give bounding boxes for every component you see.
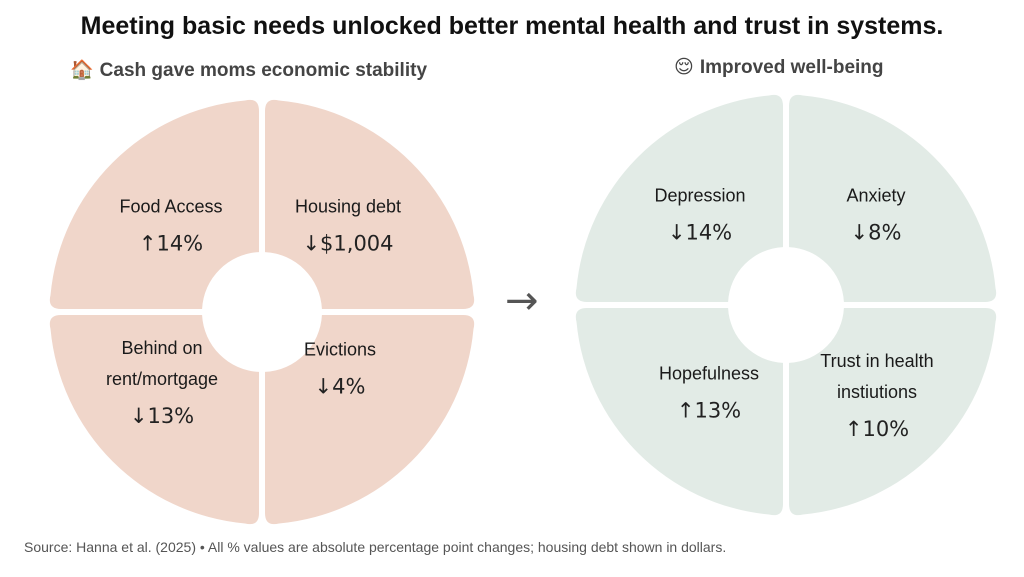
segment-label: Trust in health: [820, 351, 933, 371]
donut-segment: [49, 315, 259, 525]
left-panel-heading: 🏠 Cash gave moms economic stability: [70, 58, 427, 82]
segment-label: Evictions: [304, 340, 376, 360]
donut-segment: [575, 94, 783, 302]
segment-label: Food Access: [119, 197, 222, 217]
donut-segment: [49, 99, 259, 309]
source-note: Source: Hanna et al. (2025) • All % valu…: [24, 539, 727, 555]
left-heading-text: Cash gave moms economic stability: [99, 60, 428, 81]
segment-label: Anxiety: [846, 186, 905, 206]
segment-value: ↓13%: [130, 404, 194, 428]
segment-label: Hopefulness: [659, 364, 759, 384]
segment-value: ↓$1,004: [302, 232, 393, 256]
segment-label: instiutions: [837, 382, 917, 402]
house-icon: 🏠: [70, 59, 94, 81]
right-donut-diagram: Depression ↓14% Anxiety ↓8% Hopefulness ↑13% T…: [575, 94, 997, 516]
segment-label: Behind on: [121, 338, 202, 358]
donut-segment: [265, 315, 475, 525]
donut-segment: [789, 94, 997, 302]
right-heading-text: Improved well-being: [699, 57, 884, 78]
left-donut-diagram: Food Access ↑14% Housing debt ↓$1,004 Behind…: [49, 99, 475, 525]
segment-value: ↓8%: [851, 221, 902, 245]
donut-segment: [575, 308, 783, 516]
segment-value: ↑13%: [677, 399, 741, 423]
segment-label: Housing debt: [295, 197, 401, 217]
segment-value: ↓4%: [315, 375, 366, 399]
donut-segment: [265, 99, 475, 309]
right-panel-heading: 😌 Improved well-being: [674, 56, 884, 79]
segment-label: rent/mortgage: [106, 369, 218, 389]
segment-value: ↑10%: [845, 417, 909, 441]
donut-segment: [789, 308, 997, 516]
segment-label: Depression: [654, 186, 745, 206]
segment-value: ↑14%: [139, 232, 203, 256]
right-arrow-icon: →: [505, 278, 539, 324]
relieved-face-icon: 😌: [674, 56, 694, 78]
page-title: Meeting basic needs unlocked better ment…: [80, 12, 944, 40]
segment-value: ↓14%: [668, 221, 732, 245]
